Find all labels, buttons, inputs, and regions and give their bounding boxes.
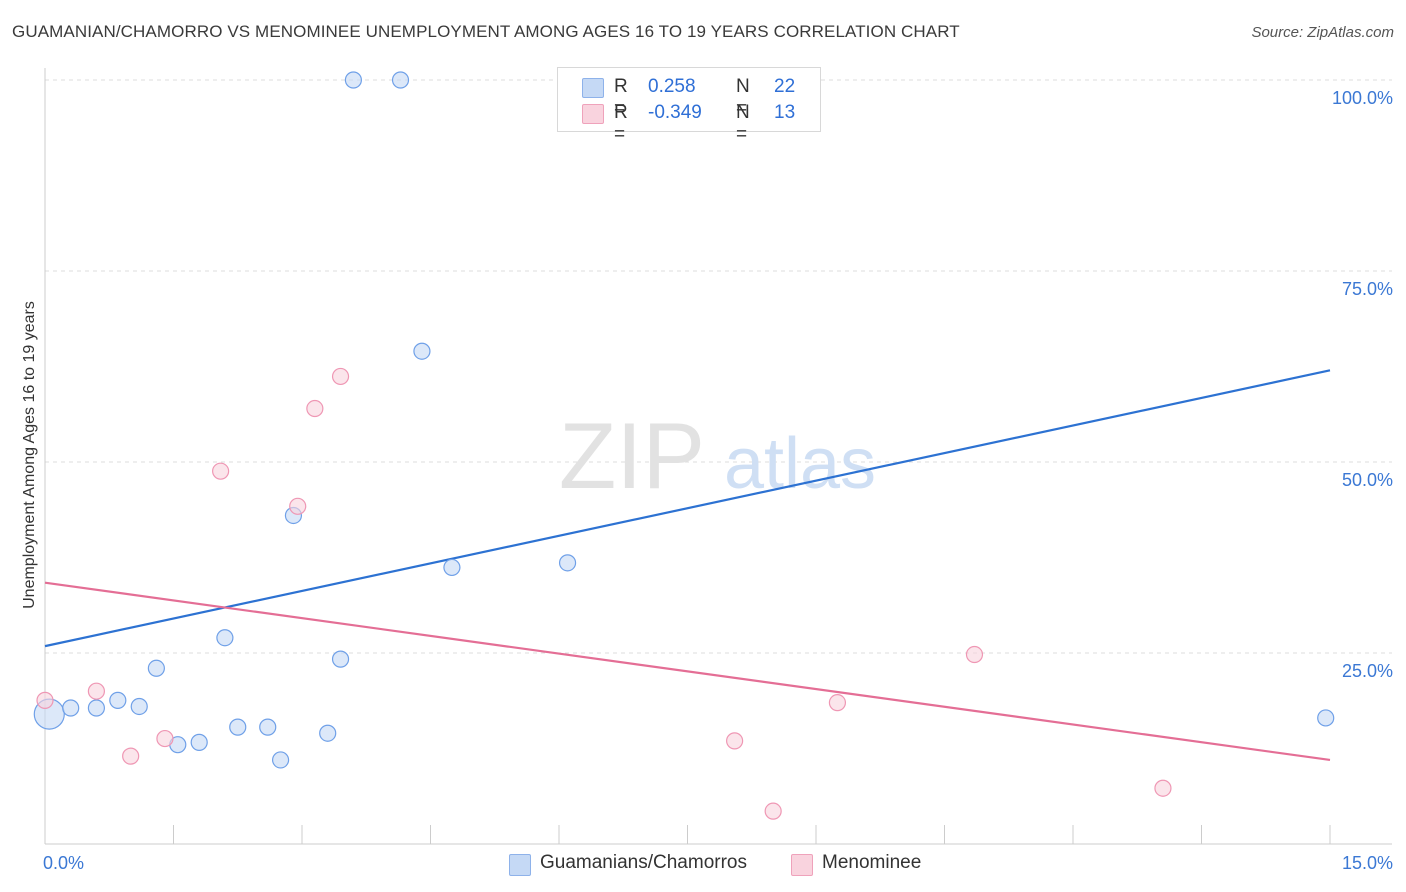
point-guamanians bbox=[331, 650, 350, 668]
point-guamanians bbox=[391, 71, 410, 89]
gridlines bbox=[45, 79, 1392, 654]
point-guamanians bbox=[443, 558, 461, 577]
watermark-zip: ZIP bbox=[559, 403, 705, 508]
guamanian-swatch bbox=[582, 78, 604, 98]
n-value: 13 bbox=[774, 102, 796, 123]
legend-label-guamanians: Guamanians/Chamorros bbox=[540, 852, 747, 873]
point-guamanians bbox=[271, 751, 290, 769]
legend-swatch-menominee bbox=[791, 854, 813, 876]
point-guamanians bbox=[87, 699, 106, 717]
trend-line-menominee bbox=[44, 581, 1331, 762]
point-menominee bbox=[87, 682, 106, 700]
point-menominee bbox=[156, 729, 174, 748]
point-guamanians bbox=[344, 71, 362, 89]
point-guamanians bbox=[229, 718, 247, 736]
point-guamanians bbox=[259, 718, 277, 736]
r-value: 0.258 bbox=[648, 76, 696, 97]
y-tick-label: 50.0% bbox=[1342, 470, 1393, 490]
stats-legend: R = 0.258 N = 22 R = -0.349 N = 13 bbox=[557, 67, 821, 145]
point-guamanians bbox=[109, 691, 127, 709]
point-menominee bbox=[289, 497, 307, 515]
point-menominee bbox=[331, 367, 350, 386]
point-guamanians bbox=[62, 699, 80, 717]
point-menominee bbox=[36, 691, 54, 709]
trend-lines bbox=[44, 369, 1331, 762]
point-menominee bbox=[764, 802, 782, 820]
r-value: -0.349 bbox=[648, 102, 702, 123]
point-menominee bbox=[306, 399, 324, 418]
point-guamanians bbox=[558, 554, 577, 572]
menominee-swatch bbox=[582, 104, 604, 124]
point-menominee bbox=[212, 462, 230, 480]
n-value: 22 bbox=[774, 76, 796, 97]
point-menominee bbox=[965, 645, 984, 664]
r-label: R = bbox=[614, 76, 628, 119]
r-label: R = bbox=[614, 102, 628, 145]
point-guamanians bbox=[130, 697, 148, 716]
source-label: Source: ZipAtlas.com bbox=[1251, 24, 1394, 41]
watermark-atlas: atlas bbox=[724, 424, 876, 504]
point-menominee bbox=[828, 694, 847, 712]
point-menominee bbox=[122, 747, 140, 765]
point-guamanians bbox=[147, 659, 165, 677]
y-tick-label: 75.0% bbox=[1342, 279, 1393, 299]
x-tick-label-max: 15.0% bbox=[1342, 853, 1393, 873]
n-label: N = bbox=[736, 76, 750, 119]
axes bbox=[44, 68, 1392, 845]
watermark: ZIP atlas bbox=[559, 403, 876, 508]
legend-label-menominee: Menominee bbox=[822, 852, 922, 873]
legend-swatch-guamanians bbox=[509, 854, 531, 876]
point-menominee bbox=[726, 732, 744, 750]
y-tick-label: 25.0% bbox=[1342, 661, 1393, 681]
point-guamanians bbox=[190, 733, 208, 751]
point-menominee bbox=[1154, 779, 1172, 797]
trend-line-guamanians bbox=[44, 369, 1331, 648]
y-tick-label: 100.0% bbox=[1332, 88, 1393, 108]
y-tick-labels: 100.0% 75.0% 50.0% 25.0% bbox=[1332, 88, 1393, 681]
point-guamanians bbox=[319, 724, 337, 742]
y-axis-label: Unemployment Among Ages 16 to 19 years bbox=[21, 301, 38, 609]
x-tick-label-min: 0.0% bbox=[43, 853, 84, 873]
x-tick-labels: 0.0% 15.0% bbox=[43, 853, 1393, 873]
point-guamanians bbox=[413, 342, 431, 360]
point-guamanians bbox=[1317, 709, 1335, 727]
n-label: N = bbox=[736, 102, 750, 145]
chart-title: GUAMANIAN/CHAMORRO VS MENOMINEE UNEMPLOY… bbox=[12, 22, 960, 41]
point-guamanians bbox=[216, 629, 234, 647]
